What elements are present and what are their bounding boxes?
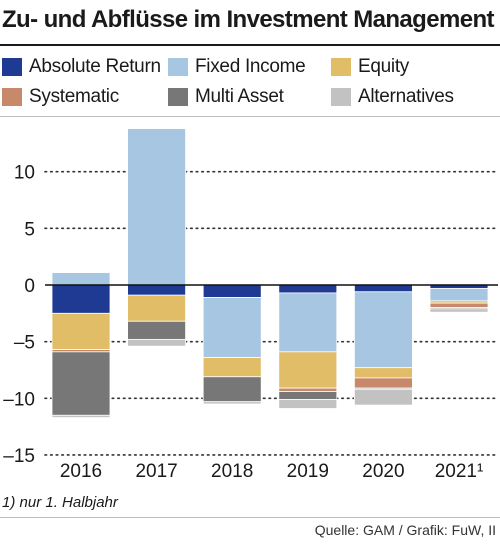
bar-segment-absolute-return-0 xyxy=(51,284,111,314)
y-tick-label: –15 xyxy=(3,446,35,467)
bar-segment-alternatives-4 xyxy=(353,388,413,406)
bar-segment-absolute-return-1 xyxy=(127,284,186,296)
legend-item-systematic: Systematic xyxy=(2,86,119,108)
stacked-bar-chart: 10 5 0 –5 –10 –15 2016 2017 2018 2019 2020 2021¹ xyxy=(3,128,499,482)
y-axis-tick-labels: 10 5 0 –5 –10 –15 xyxy=(3,163,35,467)
x-tick-label: 2019 xyxy=(287,461,329,482)
bar-segment-systematic-5 xyxy=(429,302,489,309)
legend-rule xyxy=(0,116,500,117)
x-axis-tick-labels: 2016 2017 2018 2019 2020 2021¹ xyxy=(60,461,483,482)
footnote: 1) nur 1. Halbjahr xyxy=(2,494,118,511)
bar-segment-absolute-return-2 xyxy=(202,284,262,298)
legend-item-equity: Equity xyxy=(331,56,409,78)
bar-segment-systematic-3 xyxy=(278,387,338,392)
gridlines xyxy=(44,170,499,456)
bar-segment-absolute-return-3 xyxy=(278,284,338,294)
bar-segment-equity-0 xyxy=(51,312,111,350)
bar-segment-fixed-income-0 xyxy=(51,272,111,286)
title-rule xyxy=(0,44,500,46)
legend-swatch-equity xyxy=(331,58,351,76)
legend-swatch-fixed-income xyxy=(168,58,188,76)
bar-segment-alternatives-3 xyxy=(278,399,338,409)
legend-item-multi-asset: Multi Asset xyxy=(168,86,284,108)
bar-segment-equity-2 xyxy=(202,357,262,378)
legend-item-alternatives: Alternatives xyxy=(331,86,454,108)
bar-segment-multi-asset-1 xyxy=(127,320,186,340)
bar-segment-alternatives-5 xyxy=(429,308,489,313)
source-credit: Quelle: GAM / Grafik: FuW, II xyxy=(314,522,496,538)
bar-segment-fixed-income-2 xyxy=(202,297,262,358)
legend-label-fixed-income: Fixed Income xyxy=(195,56,306,77)
bar-segment-multi-asset-2 xyxy=(202,376,262,403)
bar-segment-equity-4 xyxy=(353,367,413,379)
x-tick-label: 2017 xyxy=(135,461,177,482)
legend-label-absolute-return: Absolute Return xyxy=(29,56,161,77)
legend-item-absolute-return: Absolute Return xyxy=(2,56,161,78)
bar-segment-alternatives-1 xyxy=(127,338,186,347)
legend-swatch-absolute-return xyxy=(2,58,22,76)
bar-segment-equity-1 xyxy=(127,294,186,322)
legend-label-equity: Equity xyxy=(358,56,410,77)
bar-segment-absolute-return-4 xyxy=(353,284,413,293)
legend-label-systematic: Systematic xyxy=(29,86,119,107)
x-tick-label: 2021¹ xyxy=(435,461,484,482)
x-tick-label: 2016 xyxy=(60,461,102,482)
bar-stacks xyxy=(51,128,489,418)
legend-swatch-systematic xyxy=(2,88,22,106)
bar-segment-fixed-income-4 xyxy=(353,291,413,369)
chart-title: Zu- und Abflüsse im Investment Managemen… xyxy=(2,6,495,33)
legend-swatch-alternatives xyxy=(331,88,351,106)
legend-label-multi-asset: Multi Asset xyxy=(195,86,284,107)
bar-segment-equity-3 xyxy=(278,351,338,389)
y-tick-label: 0 xyxy=(24,276,35,297)
bar-segment-fixed-income-5 xyxy=(429,287,489,302)
bar-segment-alternatives-2 xyxy=(202,401,262,405)
x-tick-label: 2018 xyxy=(211,461,253,482)
bar-segment-multi-asset-3 xyxy=(278,391,338,400)
y-tick-label: –10 xyxy=(3,389,35,410)
legend-item-fixed-income: Fixed Income xyxy=(168,56,306,78)
y-tick-label: 10 xyxy=(14,163,35,184)
bar-segment-alternatives-0 xyxy=(51,414,111,418)
bar-segment-fixed-income-1 xyxy=(127,128,186,286)
legend-label-alternatives: Alternatives xyxy=(358,86,454,107)
legend-swatch-multi-asset xyxy=(168,88,188,106)
footer-rule xyxy=(0,517,500,518)
bar-segment-fixed-income-3 xyxy=(278,292,338,353)
bar-segment-multi-asset-0 xyxy=(51,351,111,416)
bar-segment-systematic-4 xyxy=(353,377,413,389)
x-tick-label: 2020 xyxy=(362,461,404,482)
y-tick-label: 5 xyxy=(24,219,35,240)
y-tick-label: –5 xyxy=(14,333,35,354)
